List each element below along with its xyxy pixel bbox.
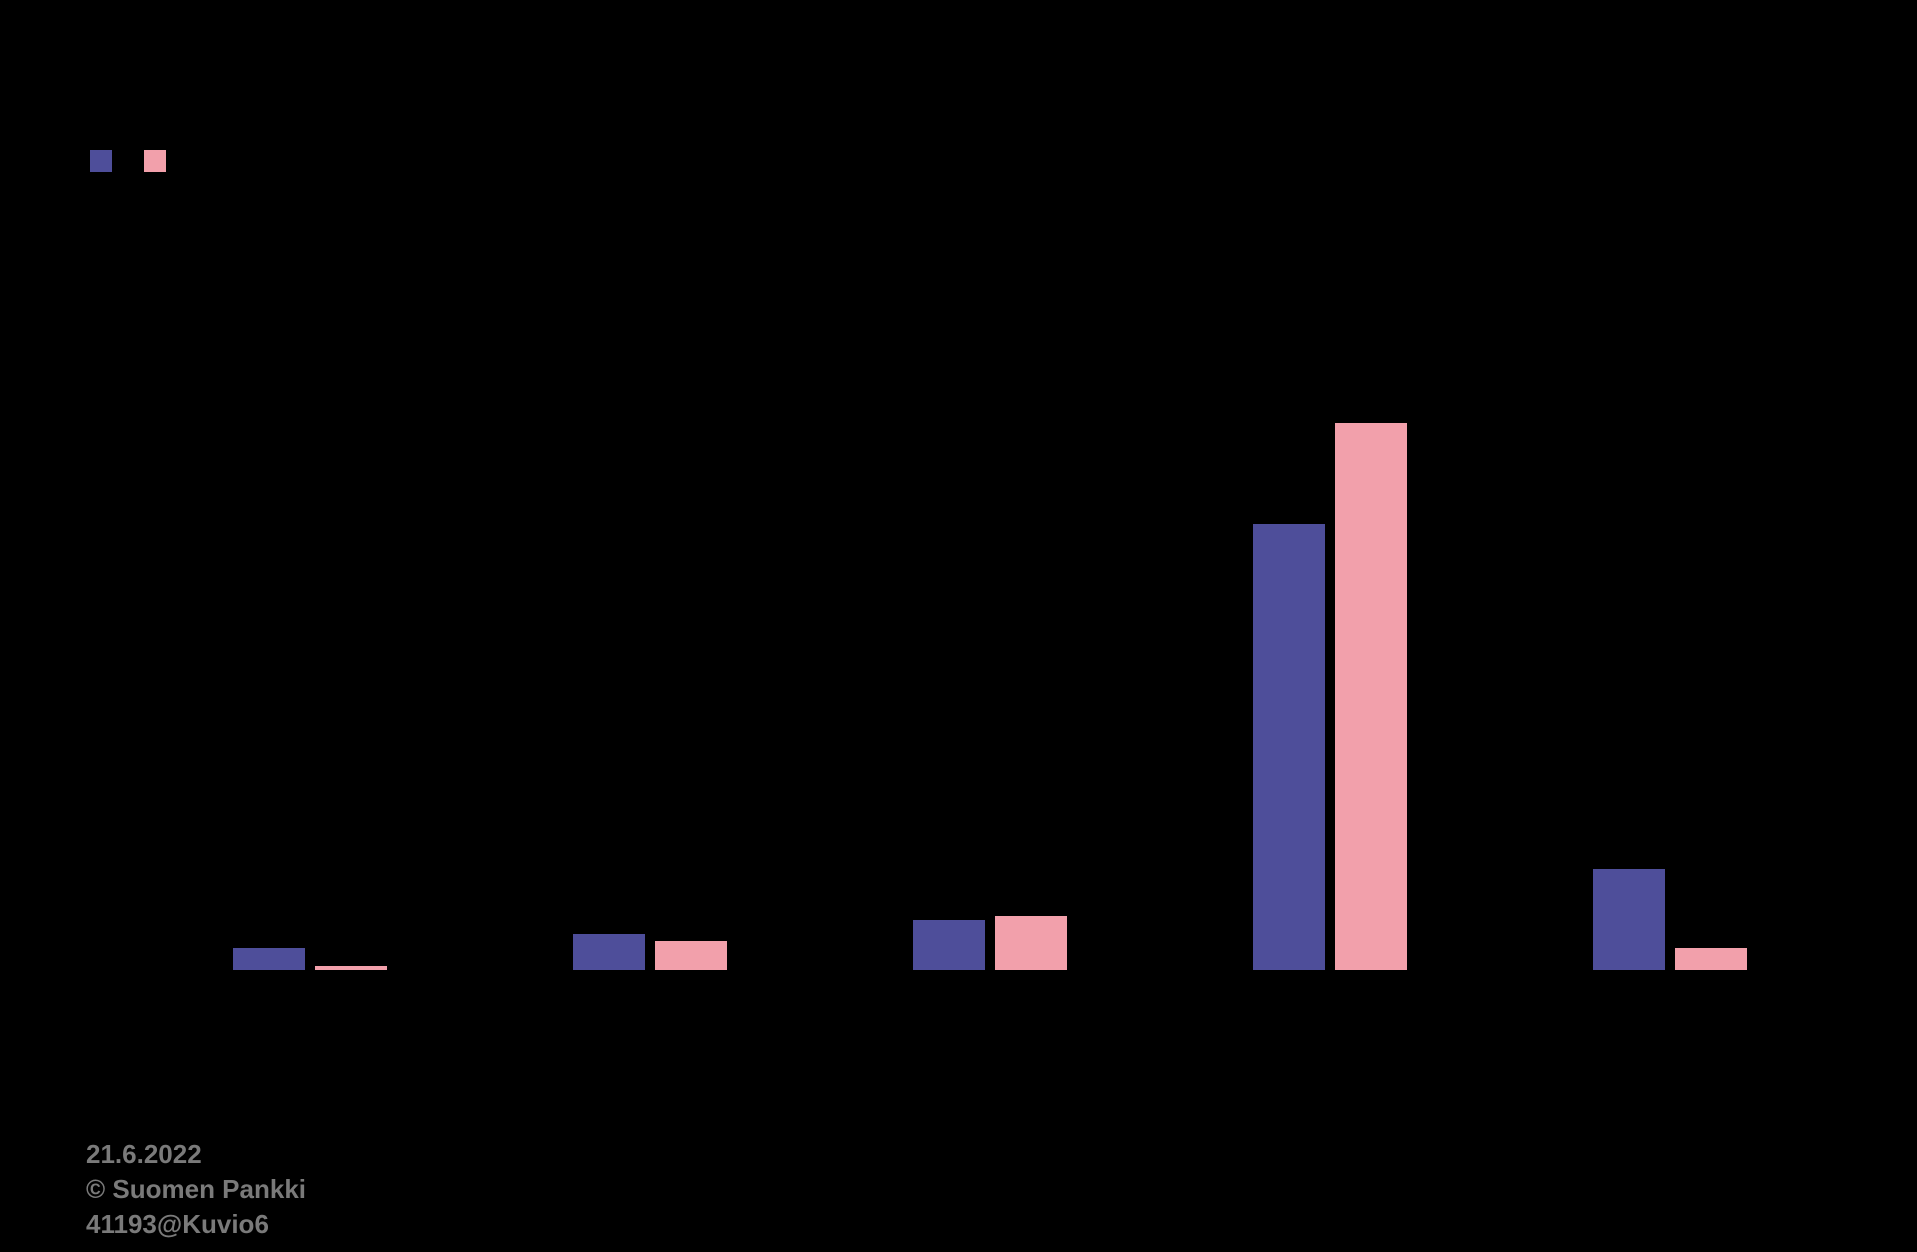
chart-footer: 21.6.2022 © Suomen Pankki 41193@Kuvio6 [86,1137,306,1242]
bar [1335,423,1407,970]
bar [1253,524,1325,970]
bar [655,941,727,970]
bar [1593,869,1665,970]
legend-item-1 [90,150,124,172]
bar-group [573,934,727,970]
bar-group [1253,423,1407,970]
bar [315,966,387,970]
chart-container: 21.6.2022 © Suomen Pankki 41193@Kuvio6 [0,0,1917,1252]
footer-reference: 41193@Kuvio6 [86,1207,306,1242]
bar-group [913,916,1067,970]
bar [913,920,985,970]
bar [1675,948,1747,970]
bar [995,916,1067,970]
bar [233,948,305,970]
bar-group [233,948,387,970]
bar [573,934,645,970]
footer-copyright: © Suomen Pankki [86,1172,306,1207]
chart-plot-area [90,250,1830,970]
legend-item-2 [144,150,178,172]
bar-group [1593,869,1747,970]
footer-date: 21.6.2022 [86,1137,306,1172]
legend-swatch-1 [90,150,112,172]
chart-legend [90,150,178,172]
legend-swatch-2 [144,150,166,172]
